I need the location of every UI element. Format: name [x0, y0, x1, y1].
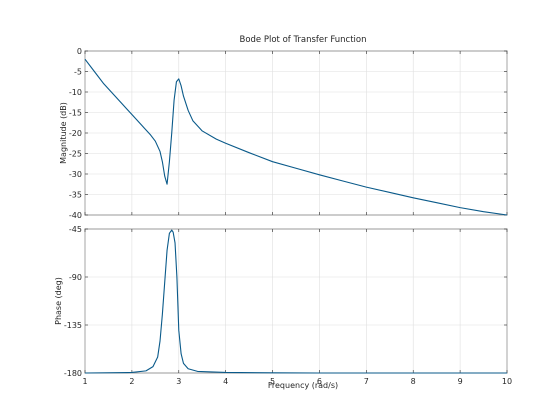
phase-x-tick-label: 2 [129, 377, 134, 386]
phase-plot-area [84, 228, 508, 374]
magnitude-y-tick-label: -30 [69, 170, 82, 179]
phase-x-tick-label: 3 [176, 377, 181, 386]
phase-y-tick-label: -180 [64, 369, 82, 378]
phase-x-tick-label: 4 [223, 377, 228, 386]
magnitude-y-tick-label: -20 [69, 129, 82, 138]
magnitude-y-tick-label: -25 [69, 150, 82, 159]
magnitude-axes: 0 -5 -10 -15 -20 -25 -30 -35 -40 Bode Plot of Tr… [59, 35, 508, 220]
magnitude-y-tick-label: -10 [69, 88, 82, 97]
chart-title: Bode Plot of Transfer Function [239, 35, 366, 45]
phase-y-tick-label: -135 [64, 321, 82, 330]
magnitude-y-tick-label: -35 [69, 191, 82, 200]
phase-y-tick-label: -45 [69, 225, 82, 234]
magnitude-y-tick-label: 0 [77, 47, 82, 56]
phase-series-line [84, 229, 507, 374]
phase-x-tick-label: 5 [270, 377, 275, 386]
phase-axes: 1 2 3 4 5 6 7 8 9 10 -45 -90 -135 -180 Phase (deg) Fr… [54, 225, 512, 390]
magnitude-y-axis-label: Magnitude (dB) [59, 102, 68, 164]
magnitude-y-tick-label: -40 [69, 211, 82, 220]
phase-x-tick-label: 9 [458, 377, 463, 386]
magnitude-y-tick-label: -5 [74, 68, 82, 77]
phase-ticks: 1 2 3 4 5 6 7 8 9 10 -45 -90 -135 -180 [64, 225, 512, 386]
magnitude-ticks: 0 -5 -10 -15 -20 -25 -30 -35 -40 [69, 47, 508, 220]
phase-x-tick-label: 8 [411, 377, 416, 386]
magnitude-series-line [84, 58, 508, 216]
phase-x-tick-label: 1 [82, 377, 87, 386]
phase-y-tick-label: -90 [69, 273, 82, 282]
phase-x-tick-label: 6 [317, 377, 322, 386]
phase-x-tick-label: 10 [502, 377, 512, 386]
phase-y-axis-label: Phase (deg) [54, 277, 63, 325]
magnitude-y-tick-label: -15 [69, 109, 82, 118]
phase-x-tick-label: 7 [364, 377, 369, 386]
x-axis-label: Frequency (rad/s) [268, 381, 338, 390]
